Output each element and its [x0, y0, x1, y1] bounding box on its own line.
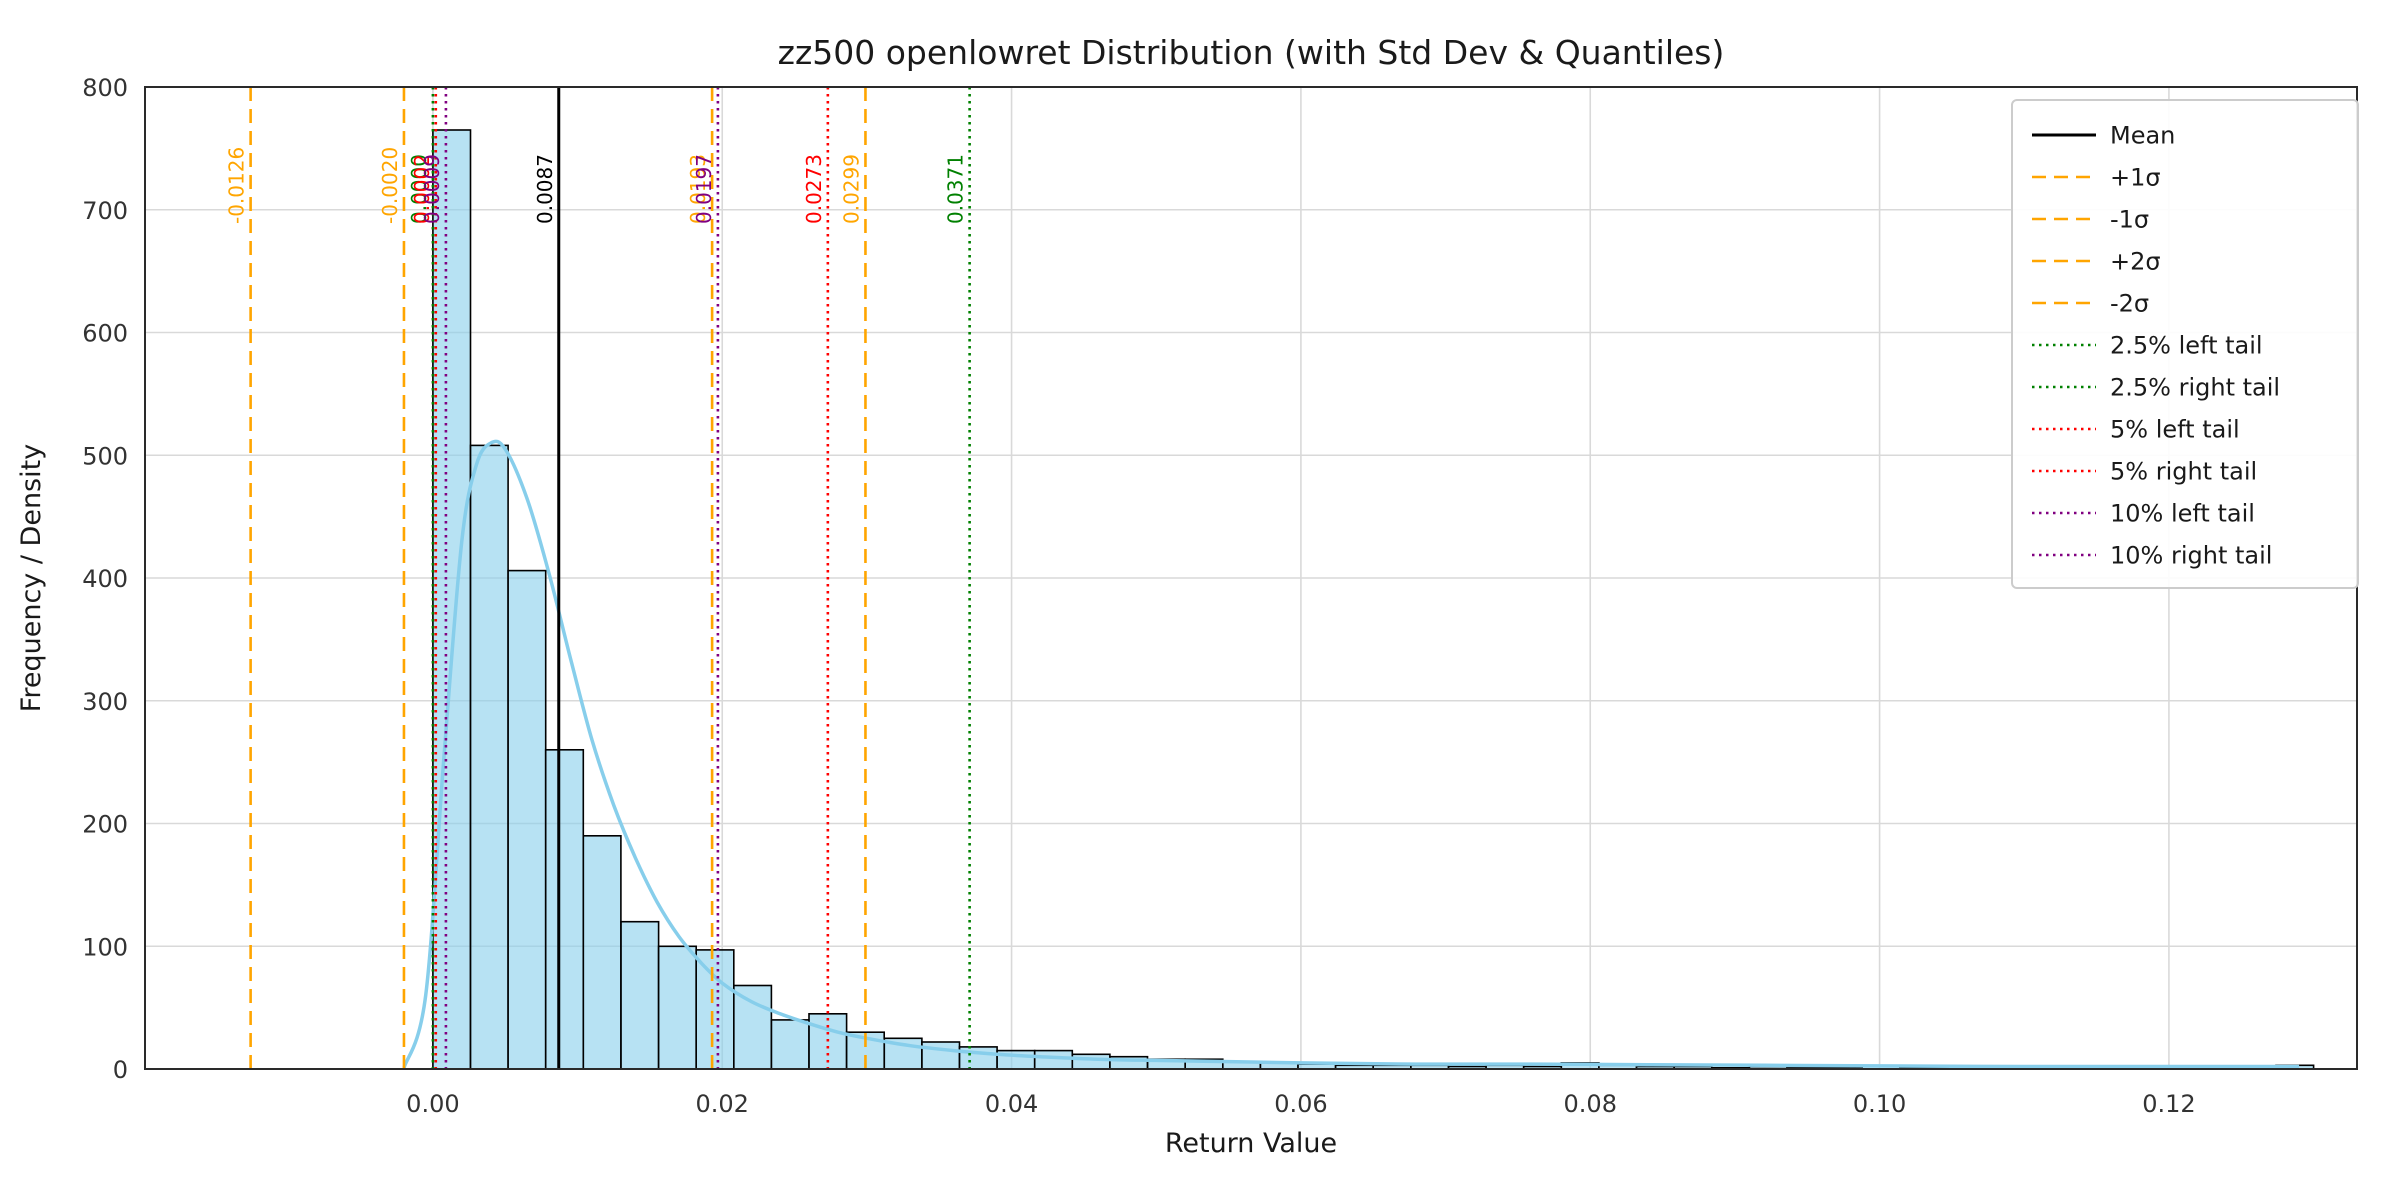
x-tick-label: 0.02 — [696, 1090, 749, 1118]
legend-label-q2-5-left: 2.5% left tail — [2110, 332, 2263, 360]
x-tick-label: 0.10 — [1853, 1090, 1906, 1118]
y-axis-label: Frequency / Density — [16, 444, 47, 712]
vline-label-q2-5-right: 0.0371 — [944, 154, 968, 224]
histogram-bar — [770, 1019, 810, 1070]
x-axis-label: Return Value — [1165, 1128, 1337, 1159]
y-tick-label: 300 — [82, 688, 128, 716]
histogram-bar — [657, 945, 697, 1070]
legend-label-q5-left: 5% left tail — [2110, 416, 2240, 444]
histogram-bar — [620, 920, 660, 1070]
histogram-bar — [695, 949, 735, 1070]
legend-label-q2-5-right: 2.5% right tail — [2110, 374, 2280, 402]
legend — [2011, 99, 2359, 589]
vline-label-mean: 0.0087 — [533, 154, 557, 224]
legend-label-q10-right: 10% right tail — [2110, 542, 2272, 570]
y-tick-label: 100 — [82, 933, 128, 961]
vline-label-q10-right: 0.0197 — [692, 154, 716, 224]
y-tick-label: 800 — [82, 74, 128, 102]
legend-label-mean: Mean — [2110, 122, 2175, 150]
legend-label-q10-left: 10% left tail — [2110, 500, 2255, 528]
vline-label-plus-2sigma: 0.0299 — [839, 154, 863, 224]
x-tick-label: 0.06 — [1274, 1090, 1327, 1118]
kde-curve — [402, 439, 2300, 1069]
vline-label-q5-right: 0.0273 — [802, 154, 826, 224]
legend-label-minus-2sigma: -2σ — [2110, 290, 2149, 318]
plot-area: 0 100 200 300 400 500 600 700 800 0.00 0.02 0.04 0.0… — [82, 74, 2359, 1118]
legend-label-plus-2sigma: +2σ — [2110, 248, 2161, 276]
legend-label-plus-1sigma: +1σ — [2110, 164, 2161, 192]
x-tick-label: 0.08 — [1564, 1090, 1617, 1118]
x-tick-label: 0.04 — [985, 1090, 1038, 1118]
histogram-bar — [582, 834, 622, 1070]
vline-label-plus-1sigma: 0.0193 — [686, 154, 710, 224]
y-tick-label: 600 — [82, 320, 128, 348]
histogram-bar — [1071, 1053, 1111, 1070]
y-tick-label: 200 — [82, 811, 128, 839]
histogram-bar — [469, 444, 509, 1070]
vline-label-q5-left: 0.0002 — [410, 154, 434, 224]
legend-label-q5-right: 5% right tail — [2110, 458, 2257, 486]
histogram-bar — [921, 1041, 961, 1070]
vline-label-minus-1sigma: -0.0020 — [378, 147, 402, 224]
histogram-bar — [507, 569, 547, 1070]
histogram-bar — [432, 129, 472, 1070]
histogram-bar — [732, 984, 773, 1070]
legend-label-minus-1sigma: -1σ — [2110, 206, 2149, 234]
x-tick-label: 0.00 — [406, 1090, 459, 1118]
y-tick-label: 400 — [82, 565, 128, 593]
vline-label-q10-left: 0.0009 — [420, 154, 444, 224]
y-tick-label: 500 — [82, 442, 128, 470]
y-tick-label: 0 — [113, 1056, 128, 1084]
vline-label-q2-5-left: 0.0000 — [407, 154, 431, 224]
histogram-bar — [544, 748, 585, 1070]
chart-title: zz500 openlowret Distribution (with Std … — [778, 33, 1725, 72]
y-tick-label: 700 — [82, 197, 128, 225]
x-tick-label: 0.12 — [2142, 1090, 2195, 1118]
histogram-bar — [1033, 1049, 1074, 1070]
vline-label-minus-2sigma: -0.0126 — [225, 147, 249, 224]
